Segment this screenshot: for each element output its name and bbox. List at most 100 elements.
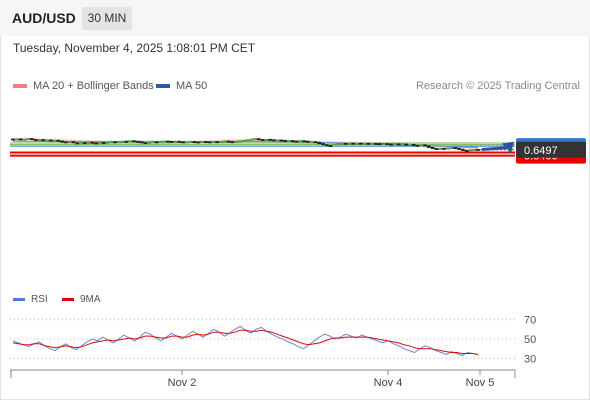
candle-body — [109, 141, 114, 144]
candle-body — [237, 140, 242, 143]
candle-body — [264, 138, 269, 141]
rsi-tick-30: 30 — [524, 353, 536, 365]
candle-body — [162, 140, 167, 143]
candle-body — [18, 138, 23, 141]
candle-body — [415, 144, 420, 147]
legend-rsi: RSI — [13, 294, 48, 305]
forecast-arrow-head — [502, 141, 514, 154]
candle-body — [207, 141, 212, 144]
candle-body — [260, 139, 265, 141]
top-bar: AUD/USD 30 MIN — [0, 0, 590, 36]
legend-bollinger: MA 20 + Bollinger Bands — [13, 80, 154, 92]
candle-body — [14, 138, 19, 141]
candle-body — [400, 143, 405, 146]
candle-body — [309, 141, 314, 144]
candle-body — [116, 141, 121, 144]
candle-body — [143, 142, 148, 145]
candle-body — [37, 139, 42, 142]
candle-body — [94, 142, 99, 145]
candle-body — [381, 143, 386, 146]
candle-body — [332, 144, 337, 147]
candle-body — [423, 144, 427, 147]
candle-body — [355, 142, 359, 145]
candle-body — [71, 141, 76, 144]
candle-body — [449, 147, 454, 149]
candle-body — [169, 141, 174, 143]
candle-body — [324, 144, 329, 147]
candle-body — [219, 141, 223, 143]
candle-body — [279, 139, 284, 142]
x-tick-label: Nov 4 — [374, 377, 403, 389]
candle-body — [181, 141, 186, 144]
candle-body — [374, 143, 378, 145]
candle-body — [41, 139, 46, 142]
candle-body — [90, 141, 95, 144]
candle-body — [408, 144, 412, 146]
candle-body — [234, 141, 238, 143]
rsi-tick-70: 70 — [524, 315, 536, 327]
candle-body — [460, 148, 465, 151]
candle-body — [128, 140, 133, 143]
current-price-label: 0.6497 — [524, 145, 558, 157]
candle-body — [222, 140, 227, 143]
candle-body — [396, 143, 401, 146]
candle-body — [377, 143, 382, 146]
candle-body — [336, 143, 341, 146]
timeframe-button[interactable]: 30 MIN — [82, 7, 132, 30]
candle-body — [328, 145, 333, 147]
candle-body — [340, 142, 344, 145]
candle-body — [56, 139, 61, 142]
candle-body — [317, 141, 322, 145]
candle-body — [249, 138, 254, 141]
legend-rsi-label: RSI — [31, 294, 48, 305]
candle-body — [385, 143, 390, 146]
candle-body — [302, 140, 306, 143]
candle-body — [472, 149, 477, 151]
candle-body — [351, 142, 356, 145]
candle-body — [120, 140, 125, 143]
candle-body — [75, 142, 80, 145]
legend-ma50-label: MA 50 — [176, 80, 208, 92]
candle-body — [226, 140, 231, 143]
candle-body — [419, 144, 424, 147]
candle-body — [200, 141, 204, 143]
candle-body — [241, 140, 246, 142]
candle-body — [275, 139, 280, 142]
candle-body — [362, 142, 367, 145]
candle-body — [185, 141, 189, 144]
candle-body — [33, 139, 38, 141]
candle-body — [389, 143, 393, 146]
legend-9ma-label: 9MA — [80, 294, 101, 305]
candle-body — [271, 139, 276, 142]
candle-body — [67, 141, 72, 144]
candle-body — [22, 138, 27, 141]
candle-body — [370, 143, 375, 145]
candle-body — [52, 139, 57, 142]
candle-body — [290, 140, 295, 143]
candle-body — [166, 140, 170, 143]
candle-body — [79, 142, 83, 145]
candle-body — [426, 145, 431, 148]
candle-body — [135, 140, 140, 143]
candle-body — [253, 138, 257, 141]
candle-body — [358, 142, 363, 145]
candle-body — [442, 147, 446, 150]
candle-body — [283, 140, 288, 142]
candle-body — [30, 138, 34, 140]
candle-body — [177, 140, 182, 143]
candle-body — [411, 144, 416, 146]
x-tick-label: Nov 2 — [168, 377, 197, 389]
bollinger-swatch — [13, 84, 27, 88]
candle-body — [64, 141, 68, 144]
candle-body — [287, 140, 291, 143]
rsi-tick-50: 50 — [524, 334, 536, 346]
candle-body — [298, 140, 303, 143]
candle-body — [366, 142, 371, 145]
candle-body — [476, 149, 480, 151]
candle-body — [305, 140, 310, 143]
candle-body — [48, 139, 53, 142]
current-price-tag — [516, 141, 586, 158]
forecast-arrow-shaft — [481, 146, 510, 151]
